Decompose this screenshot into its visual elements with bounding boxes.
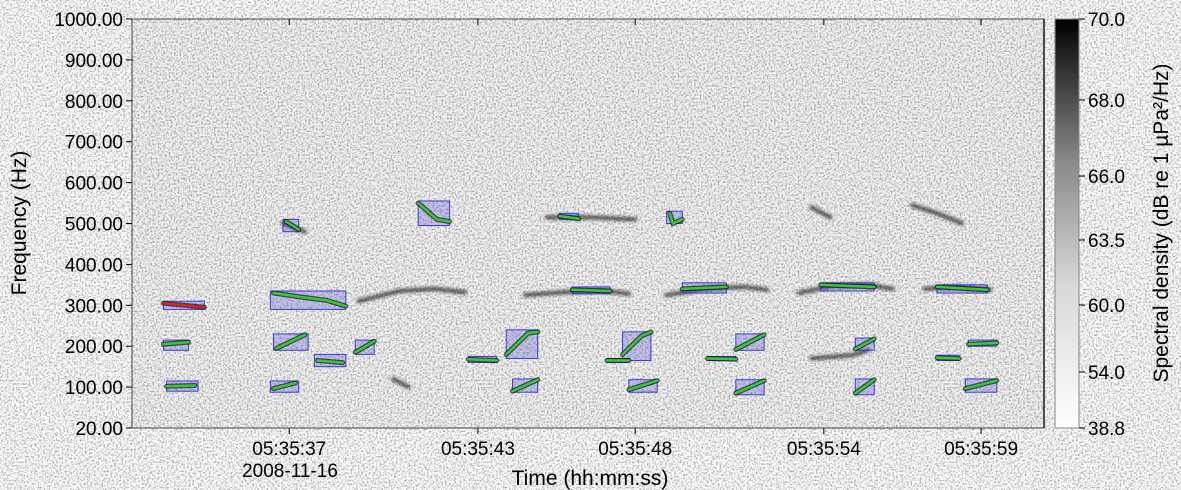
detection-contour xyxy=(854,337,876,351)
colorbar-label: Spectral density (dB re 1 µPa²/Hz) xyxy=(1150,63,1173,382)
x-tick-label: 05:35:59 xyxy=(944,439,1018,460)
colorbar-tick-label: 66.0 xyxy=(1088,167,1125,188)
colorbar-tick-label: 70.0 xyxy=(1088,10,1125,31)
x-tick-label: 05:35:54 xyxy=(787,439,861,460)
colorbar-tick-label: 54.0 xyxy=(1088,363,1125,384)
detection-contours xyxy=(160,200,1000,396)
detection-contour xyxy=(272,381,297,390)
detection-contour xyxy=(504,330,539,356)
y-tick-label: 600.00 xyxy=(65,174,123,195)
detection-contour xyxy=(819,283,876,289)
highlight-contour xyxy=(162,302,206,309)
colorbar: 70.0 68.0 66.0 63.5 60.0 54.0 38.8 Spectral de… xyxy=(1054,10,1173,440)
x-axis-label: Time (hh:mm:ss) xyxy=(512,467,669,490)
x-tick-label: 05:35:43 xyxy=(441,439,515,460)
detection-contour xyxy=(734,333,766,351)
y-tick-label: 300.00 xyxy=(65,296,123,317)
y-axis-label: Frequency (Hz) xyxy=(8,151,31,296)
energy-track xyxy=(391,376,411,390)
colorbar-gradient xyxy=(1054,18,1080,429)
spectrogram-plot xyxy=(131,18,1045,429)
y-tick-label: 1000.00 xyxy=(54,10,123,31)
detection-contour xyxy=(854,378,876,395)
colorbar-tick-label: 60.0 xyxy=(1088,296,1125,317)
y-tick-label: 700.00 xyxy=(65,133,123,154)
detection-contour xyxy=(165,384,197,388)
y-tick-label: 900.00 xyxy=(65,51,123,72)
detection-contour xyxy=(734,379,766,395)
detection-contour xyxy=(275,333,307,350)
x-tick-label: 05:35:37 xyxy=(252,439,326,460)
detection-contour xyxy=(935,285,989,292)
detection-contour xyxy=(272,291,348,308)
detection-contour xyxy=(162,340,190,346)
detection-contour xyxy=(627,379,659,391)
detection-contour xyxy=(935,356,961,360)
detection-contour xyxy=(416,201,451,223)
y-axis: 1000.00 900.00 800.00 700.00 600.00 500.00 400… xyxy=(54,10,132,440)
detection-contour xyxy=(558,214,580,220)
detection-contour xyxy=(571,288,612,293)
detection-contour xyxy=(467,358,499,362)
y-tick-label: 20.00 xyxy=(75,419,123,440)
colorbar-tick-label: 38.8 xyxy=(1088,419,1125,440)
y-tick-label: 200.00 xyxy=(65,337,123,358)
x-axis: 05:35:37 05:35:43 05:35:48 05:35:54 05:35:59 xyxy=(252,19,1018,460)
detection-contour xyxy=(706,357,738,361)
date-label: 2008-11-16 xyxy=(242,461,338,482)
detection-contour xyxy=(511,378,539,393)
energy-track xyxy=(809,205,833,220)
detection-contour xyxy=(967,341,999,346)
energy-track xyxy=(809,348,870,361)
detection-contour xyxy=(354,340,376,354)
detection-contour xyxy=(681,285,728,291)
energy-track xyxy=(356,286,468,304)
y-tick-label: 500.00 xyxy=(65,215,123,236)
detection-contour xyxy=(284,220,300,231)
detection-contour xyxy=(964,379,999,390)
y-tick-label: 100.00 xyxy=(65,378,123,399)
energy-track xyxy=(909,203,965,226)
colorbar-tick-label: 68.0 xyxy=(1088,91,1125,112)
y-tick-label: 400.00 xyxy=(65,255,123,276)
detection-contour xyxy=(668,212,684,226)
detection-contour xyxy=(316,359,344,364)
detection-contour xyxy=(621,330,653,356)
colorbar-ticks: 70.0 68.0 66.0 63.5 60.0 54.0 38.8 xyxy=(1079,10,1125,440)
x-tick-label: 05:35:48 xyxy=(598,439,672,460)
y-tick-label: 800.00 xyxy=(65,92,123,113)
colorbar-tick-label: 63.5 xyxy=(1088,231,1125,252)
